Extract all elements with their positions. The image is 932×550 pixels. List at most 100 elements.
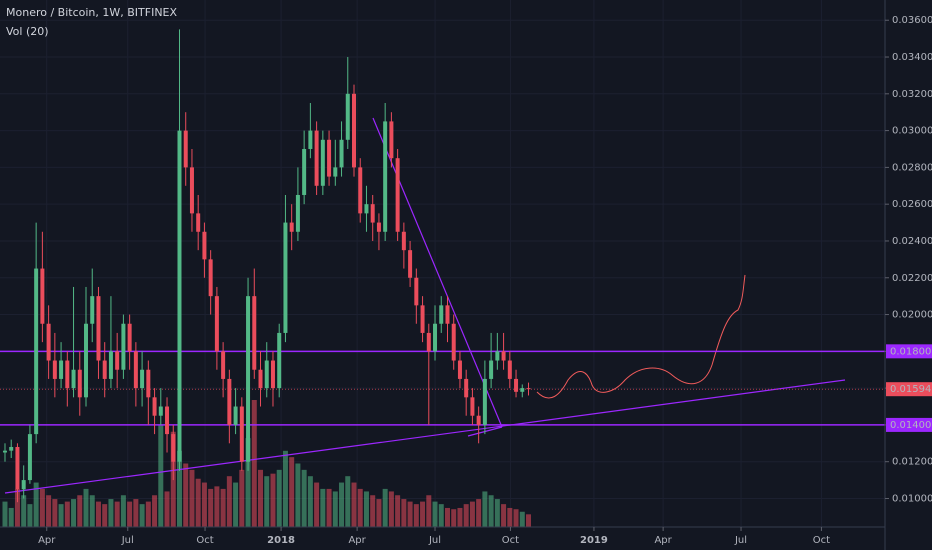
x-tick-label: 2019 [580,535,608,546]
volume-bar [2,501,8,527]
candle-body [420,305,425,333]
volume-bar [476,499,482,527]
volume-bar [276,469,282,527]
candle-body [476,415,481,425]
candle-body [183,130,188,168]
x-tick-label: Oct [813,535,830,546]
volume-bar [513,509,519,527]
x-tick-label: Apr [38,535,56,546]
candle-body [376,222,381,232]
candle-body [270,360,275,389]
volume-bar [526,514,532,527]
volume-bar [152,495,158,527]
volume-bar [451,509,457,527]
candle-body [15,446,20,490]
candle-body [246,296,251,462]
volume-bar [457,507,463,527]
volume-bar [239,469,245,527]
candle-body [133,351,138,389]
candle-body [84,323,89,398]
candle-body [77,369,82,398]
candle-body [258,369,263,389]
volume-bar [64,501,70,527]
volume-bar [58,504,64,527]
candle-body [464,378,469,398]
volume-bar [420,501,426,527]
volume-bar [382,488,388,527]
candle-body [451,323,456,361]
volume-bar [258,469,264,527]
candle-body [34,268,39,435]
candle-body [295,194,300,232]
candle-body [59,360,64,379]
candle-body [470,397,475,416]
candle-body [339,139,344,168]
candle-body [152,397,157,416]
candle-body [108,351,113,379]
candle-body [320,139,325,186]
volume-bar [214,486,220,527]
volume-bar [519,511,525,527]
volume-bar [95,501,101,527]
candle-body [27,434,32,481]
volume-bar [307,476,313,527]
volume-bar [463,504,469,527]
volume-bar [282,450,288,527]
candle-body [408,250,413,278]
candle-body [102,360,107,379]
x-tick-label: Apr [348,535,366,546]
candle-body [202,231,207,260]
x-tick-label: Oct [196,535,213,546]
candle-body [327,139,332,177]
volume-bar [102,504,108,527]
candle-body [165,406,170,435]
volume-bar [251,400,257,527]
x-tick-label: 2018 [267,535,295,546]
volume-bar [145,501,151,527]
candle-body [370,204,375,223]
volume-bar [413,504,419,527]
projection-curve [536,274,746,399]
candle-body [177,130,182,462]
volume-bar [39,488,45,527]
candle-body [514,378,519,392]
volume-bar [438,504,444,527]
candle-body [96,296,101,361]
candle-body [289,222,294,232]
candle-body [445,305,450,324]
candle-body [302,148,307,195]
volume-bar [133,499,139,527]
y-tick-label: 0.036000 [892,15,932,26]
candle-body [233,406,238,425]
candle-body [358,167,363,214]
candle-body [21,480,26,490]
volume-bar [8,507,14,527]
volume-bar [108,499,114,527]
volume-bar [320,488,326,527]
candle-body [71,369,76,389]
candle-body [507,360,512,379]
trend-line [4,379,846,494]
x-tick-label: Jul [121,535,134,546]
volume-bar [326,488,332,527]
candle-body [414,277,419,306]
candle-body [264,360,269,389]
candle-body [2,450,7,453]
volume-bar [264,476,270,527]
volume-bar [426,495,432,527]
volume-bar [501,504,507,527]
volume-bar [388,491,394,527]
volume-bar [370,495,376,527]
price-label-box [886,382,932,397]
candle-body [40,268,45,324]
candle-body [501,351,506,361]
candle-body [314,130,319,186]
volume-bar [376,499,382,527]
candle-body [90,296,95,324]
candle-body [65,360,70,389]
